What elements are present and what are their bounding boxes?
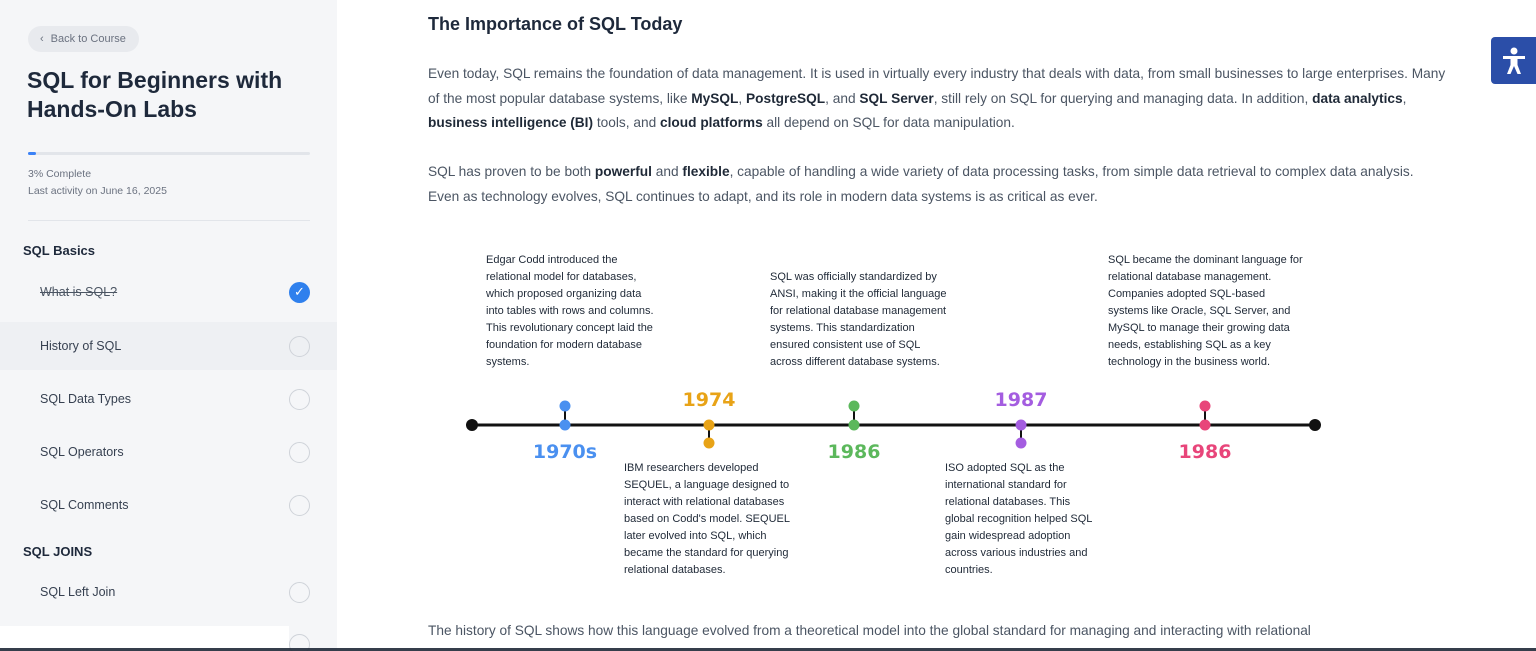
timeline-stem-marker bbox=[1199, 400, 1211, 412]
lesson-item-sql-comments[interactable]: SQL Comments bbox=[0, 481, 337, 529]
timeline-axis-marker bbox=[703, 419, 715, 431]
timeline-year-label: 1974 bbox=[683, 389, 736, 411]
timeline-axis-marker bbox=[1015, 419, 1027, 431]
timeline-stem-marker bbox=[1015, 437, 1027, 449]
timeline-event-text-1974: IBM researchers developed SEQUEL, a lang… bbox=[624, 462, 790, 576]
timeline-year-label: 1970s bbox=[533, 441, 597, 463]
empty-circle-icon bbox=[289, 441, 310, 463]
timeline-graphic: 1970s 1974 1986 1987 1986 bbox=[466, 389, 1321, 463]
lesson-item-history-of-sql[interactable]: History of SQL bbox=[0, 322, 337, 370]
progress-bar bbox=[28, 152, 310, 155]
timeline-axis-marker bbox=[848, 419, 860, 431]
timeline-event-text-1970s: Edgar Codd introduced the relational mod… bbox=[486, 254, 654, 368]
lesson-item-sql-data-types[interactable]: SQL Data Types bbox=[0, 375, 337, 423]
section-heading-sql-joins: SQL JOINS bbox=[23, 544, 93, 559]
empty-circle-icon bbox=[289, 335, 310, 357]
progress-bar-fill bbox=[28, 152, 37, 155]
bottom-border bbox=[0, 648, 1536, 651]
lesson-content: The Importance of SQL Today Even today, … bbox=[337, 0, 1536, 651]
lesson-item-sql-left-join[interactable]: SQL Left Join bbox=[0, 568, 337, 616]
timeline-event-text-1986-ansi: SQL was officially standardized by ANSI,… bbox=[770, 271, 947, 368]
course-sidebar: ‹ Back to Course SQL for Beginners with … bbox=[0, 0, 337, 651]
paragraph-importance: Even today, SQL remains the foundation o… bbox=[428, 66, 1446, 130]
back-to-course-button[interactable]: ‹ Back to Course bbox=[28, 26, 139, 52]
sql-history-timeline: 1970s 1974 1986 1987 1986 Edgar Codd introdu… bbox=[427, 240, 1327, 600]
timeline-year-label: 1987 bbox=[995, 389, 1048, 411]
sidebar-bottom-fade bbox=[0, 626, 289, 651]
paragraph-flexibility: SQL has proven to be both powerful and f… bbox=[428, 164, 1414, 204]
timeline-stem-marker bbox=[848, 400, 860, 412]
chevron-left-icon: ‹ bbox=[40, 33, 44, 45]
paragraph-history-summary: The history of SQL shows how this langua… bbox=[428, 623, 1311, 638]
section-heading: The Importance of SQL Today bbox=[428, 14, 683, 34]
timeline-stem-marker bbox=[703, 437, 715, 449]
sidebar-divider bbox=[28, 220, 310, 221]
lesson-label: SQL Data Types bbox=[40, 392, 132, 406]
check-circle-icon: ✓ bbox=[289, 281, 310, 303]
course-title: SQL for Beginners with Hands-On Labs bbox=[27, 67, 283, 122]
timeline-event-text-1987: ISO adopted SQL as the international sta… bbox=[945, 462, 1092, 576]
last-activity-text: Last activity on June 16, 2025 bbox=[28, 185, 167, 197]
lesson-label: SQL Comments bbox=[40, 498, 129, 512]
lesson-item-sql-operators[interactable]: SQL Operators bbox=[0, 428, 337, 476]
lesson-label: SQL Operators bbox=[40, 445, 124, 459]
section-heading-sql-basics: SQL Basics bbox=[23, 243, 96, 258]
lesson-label: History of SQL bbox=[40, 339, 122, 353]
timeline-axis-marker bbox=[1199, 419, 1211, 431]
empty-circle-icon bbox=[289, 388, 310, 410]
lesson-label: SQL Left Join bbox=[40, 585, 116, 599]
timeline-year-label: 1986 bbox=[1179, 441, 1232, 463]
timeline-event-text-1986-dominant: SQL became the dominant language for rel… bbox=[1108, 254, 1303, 368]
empty-circle-icon bbox=[289, 634, 310, 651]
empty-circle-icon bbox=[289, 494, 310, 516]
timeline-stem-marker bbox=[559, 400, 571, 412]
timeline-end-dot bbox=[1309, 419, 1321, 431]
timeline-start-dot bbox=[466, 419, 478, 431]
accessibility-button[interactable] bbox=[1491, 37, 1536, 84]
back-to-course-label: Back to Course bbox=[50, 33, 126, 45]
timeline-axis-marker bbox=[559, 419, 571, 431]
empty-circle-icon bbox=[289, 581, 310, 603]
lesson-label: What is SQL? bbox=[40, 285, 118, 299]
timeline-year-label: 1986 bbox=[828, 441, 881, 463]
progress-text: 3% Complete bbox=[28, 168, 92, 180]
accessibility-person-icon bbox=[1502, 47, 1525, 74]
lesson-item-what-is-sql[interactable]: What is SQL? ✓ bbox=[0, 268, 337, 316]
